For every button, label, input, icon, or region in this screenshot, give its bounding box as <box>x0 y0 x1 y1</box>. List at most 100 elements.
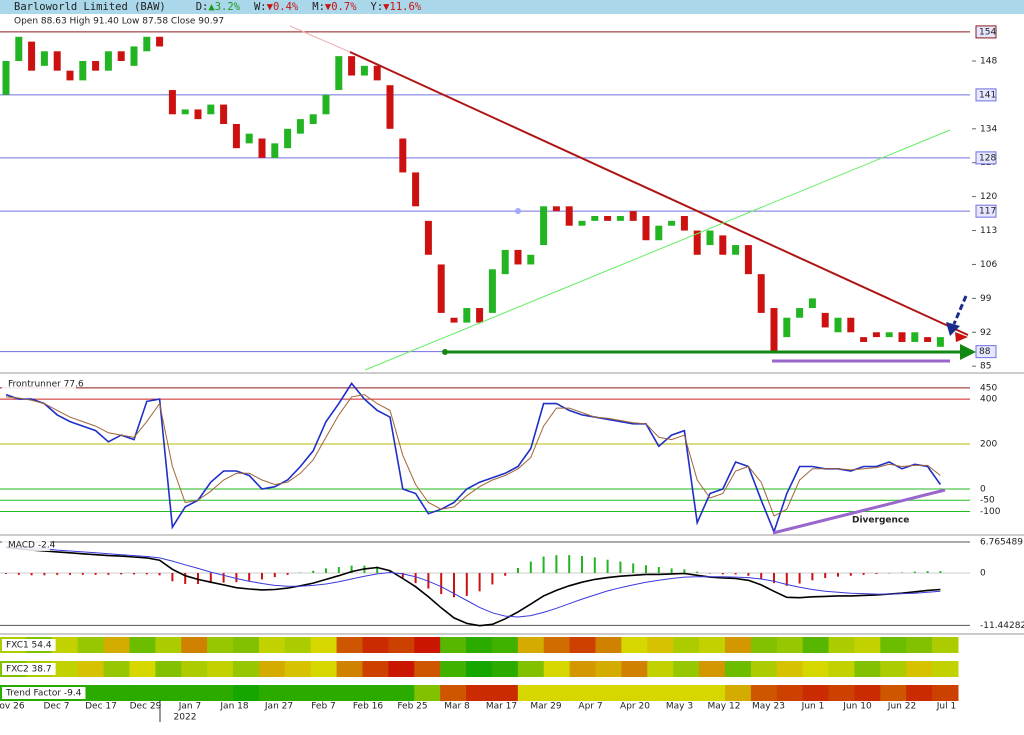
histogram-bar <box>939 571 942 573</box>
histogram-bar <box>555 555 558 573</box>
heat-cell <box>750 637 778 653</box>
histogram-bar <box>529 561 532 573</box>
heat-cell <box>310 637 338 653</box>
change-label: W: <box>254 1 267 13</box>
candle <box>924 337 932 342</box>
panel-title-box <box>2 538 50 551</box>
heat-cell <box>233 637 260 653</box>
histogram-bar <box>811 573 814 581</box>
candle <box>220 104 228 124</box>
x-tick-label: Feb 16 <box>353 702 384 712</box>
candle <box>860 337 868 342</box>
histogram-bar <box>849 573 852 576</box>
y-tick-label: -50 <box>980 496 995 506</box>
candle <box>296 119 304 134</box>
pointer-arrowhead <box>946 322 960 336</box>
y-tick-label: 200 <box>980 440 997 450</box>
histogram-bar <box>158 573 161 576</box>
candle <box>552 206 560 212</box>
heat-cell <box>414 661 441 677</box>
candle <box>796 308 804 318</box>
x-tick-label: ov 26 <box>0 702 25 712</box>
candle <box>360 65 368 76</box>
heat-cell <box>466 661 493 677</box>
floor-arrow <box>960 344 976 360</box>
heat-cell <box>932 637 959 653</box>
heat-cell <box>284 685 312 701</box>
heat-cell <box>569 661 597 677</box>
level-label-box <box>975 88 997 102</box>
heat-cell <box>802 637 830 653</box>
x-tick-label: Jun 1 <box>801 702 825 712</box>
candle <box>271 143 279 158</box>
candle <box>450 317 458 323</box>
x-tick-label: Dec 17 <box>85 702 117 712</box>
histogram-bar <box>453 573 455 598</box>
heat-cell <box>621 661 648 677</box>
candle <box>335 56 343 91</box>
heat-cell <box>517 661 545 677</box>
candle <box>245 133 253 144</box>
histogram-bar <box>222 573 225 583</box>
candle <box>284 128 292 149</box>
annotation: Divergence <box>852 516 909 526</box>
heat-cell <box>233 661 260 677</box>
heat-cell <box>155 685 182 701</box>
histogram-bar <box>401 573 404 578</box>
candle <box>232 123 240 149</box>
x-tick-label: Mar 8 <box>444 702 470 712</box>
heat-cell <box>129 637 156 653</box>
histogram-bar <box>542 556 545 573</box>
heat-cell <box>517 637 545 653</box>
heat-cell <box>595 661 622 677</box>
header-bar <box>0 0 1024 14</box>
strip-title: FXC2 38.7 <box>6 665 52 675</box>
heat-cell <box>491 661 519 677</box>
histogram-bar <box>299 572 302 574</box>
candle <box>207 104 215 115</box>
histogram-bar <box>120 573 123 575</box>
heat-cell <box>828 661 855 677</box>
pointer-arrow <box>952 295 968 325</box>
y-tick-label: 92 <box>980 328 991 338</box>
level-label-box <box>975 25 997 39</box>
histogram-bar <box>133 573 135 575</box>
histogram-bar <box>261 573 263 580</box>
candle <box>578 220 586 226</box>
histogram-bar <box>248 573 251 581</box>
heat-cell <box>207 685 234 701</box>
trend-arrowhead <box>955 332 968 342</box>
candle <box>706 230 714 246</box>
level-label: 88 <box>979 347 991 357</box>
histogram-bar <box>171 573 174 582</box>
histogram-bar <box>926 571 929 573</box>
y-tick-label: -11.44282 <box>980 621 1024 631</box>
candle <box>629 211 637 221</box>
candle <box>168 90 176 115</box>
histogram-bar <box>581 556 583 573</box>
histogram-bar <box>491 573 494 585</box>
histogram-bar <box>683 569 686 573</box>
heat-cell <box>440 637 467 653</box>
candle <box>911 332 919 342</box>
candle <box>719 235 727 255</box>
heat-cell <box>724 661 752 677</box>
candle <box>591 216 599 221</box>
x-tick-label: Dec 29 <box>130 702 162 712</box>
x-tick-label: Dec 7 <box>43 702 69 712</box>
trend-line-faint <box>289 25 351 53</box>
candle <box>66 70 74 81</box>
histogram-bar <box>69 573 71 575</box>
heat-cell <box>673 637 700 653</box>
candle <box>117 51 125 61</box>
heat-cell <box>673 685 700 701</box>
candle <box>28 41 36 71</box>
heat-cell <box>543 685 571 701</box>
histogram-bar <box>337 567 340 573</box>
histogram-bar <box>875 573 878 574</box>
heat-cell <box>569 637 597 653</box>
histogram-bar <box>632 563 635 573</box>
header-line: Barloworld Limited (BAW) D:▲3.2% W:▼0.4% M:… <box>14 1 422 13</box>
histogram-bar <box>760 573 763 579</box>
candle <box>476 308 484 323</box>
